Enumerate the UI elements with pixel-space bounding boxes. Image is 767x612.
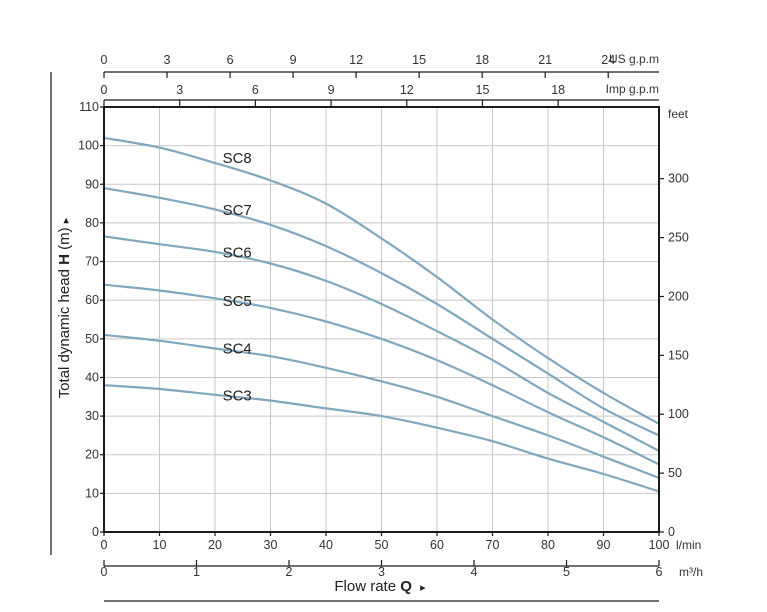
right-tick-label-50: 50 xyxy=(668,466,682,480)
right-tick-label-150: 150 xyxy=(668,348,689,362)
bottom-lmin-tick-label-70: 70 xyxy=(486,538,500,552)
bottom-m3h-unit: m³/h xyxy=(679,565,703,579)
x-axis-arrow: ▸ xyxy=(420,582,426,594)
series-line-sc7 xyxy=(102,187,661,437)
left-tick-label-40: 40 xyxy=(85,370,99,384)
curve-labels: SC8 SC7 SC6 SC5 SC4 SC3 xyxy=(223,150,252,405)
bottom-lmin-tick-label-30: 30 xyxy=(264,538,278,552)
series-label-sc8: SC8 xyxy=(223,150,252,167)
left-tick-label-20: 20 xyxy=(85,448,99,462)
series-line-sc6 xyxy=(102,235,661,452)
left-tick-label-30: 30 xyxy=(85,409,99,423)
top-impgpm-tick-label-18: 18 xyxy=(551,83,565,97)
grid xyxy=(104,107,659,532)
series-line-sc5 xyxy=(102,283,661,466)
right-tick-label-100: 100 xyxy=(668,407,689,421)
top-usgpm-tick-label-18: 18 xyxy=(475,53,489,67)
x-axis-title: Flow rate Q ▸ xyxy=(334,578,426,595)
left-tick-label-70: 70 xyxy=(85,255,99,269)
bottom-lmin-tick-label-100: 100 xyxy=(649,538,670,552)
bottom-lmin-tick-label-80: 80 xyxy=(541,538,555,552)
top-impgpm-tick-label-0: 0 xyxy=(101,83,108,97)
series-label-sc3: SC3 xyxy=(223,388,252,405)
right-tick-label-250: 250 xyxy=(668,231,689,245)
right-tick-label-0: 0 xyxy=(668,525,675,539)
top-usgpm-tick-label-12: 12 xyxy=(349,53,363,67)
bottom-m3h-tick-label-2: 2 xyxy=(286,565,293,579)
top-usgpm-tick-label-9: 9 xyxy=(290,53,297,67)
y-axis-arrow: ▸ xyxy=(60,217,72,223)
bottom-lmin-tick-label-10: 10 xyxy=(153,538,167,552)
top-usgpm-tick-label-24: 24 xyxy=(601,53,615,67)
bottom-m3h-tick-label-5: 5 xyxy=(563,565,570,579)
right-axis-unit: feet xyxy=(668,107,689,121)
y-axis-unit: (m) xyxy=(56,227,73,250)
bottom-m3h-tick-label-3: 3 xyxy=(378,565,385,579)
top-usgpm-tick-label-6: 6 xyxy=(227,53,234,67)
top-impgpm-tick-label-6: 6 xyxy=(252,83,259,97)
series-line-sc4 xyxy=(102,333,661,479)
left-tick-label-100: 100 xyxy=(78,139,99,153)
x-axis-symbol: Q xyxy=(400,578,412,595)
left-tick-label-90: 90 xyxy=(85,177,99,191)
top-usgpm-tick-label-0: 0 xyxy=(101,53,108,67)
bottom-lmin-unit: l/min xyxy=(676,538,701,552)
top-usgpm-tick-label-15: 15 xyxy=(412,53,426,67)
bottom-m3h-tick-label-0: 0 xyxy=(101,565,108,579)
series-label-sc6: SC6 xyxy=(223,245,252,262)
bottom-m3h-tick-label-1: 1 xyxy=(193,565,200,579)
left-tick-label-0: 0 xyxy=(92,525,99,539)
bottom-lmin-tick-label-0: 0 xyxy=(101,538,108,552)
left-tick-label-60: 60 xyxy=(85,293,99,307)
bottom-m3h-tick-label-4: 4 xyxy=(471,565,478,579)
top-impgpm-tick-label-9: 9 xyxy=(328,83,335,97)
axes: 0102030405060708090100110050100150200250… xyxy=(50,52,703,602)
top-impgpm-tick-label-15: 15 xyxy=(476,83,490,97)
bottom-lmin-tick-label-90: 90 xyxy=(597,538,611,552)
top-usgpm-tick-label-21: 21 xyxy=(538,53,552,67)
series-label-sc7: SC7 xyxy=(223,202,252,219)
left-tick-label-80: 80 xyxy=(85,216,99,230)
right-tick-label-200: 200 xyxy=(668,289,689,303)
top-impgpm-unit: Imp g.p.m xyxy=(606,82,659,96)
curves xyxy=(102,136,661,493)
y-axis-symbol: H xyxy=(56,254,73,265)
left-tick-label-110: 110 xyxy=(79,100,99,114)
x-axis-label: Flow rate xyxy=(334,578,396,595)
y-axis-label: Total dynamic head xyxy=(56,269,73,398)
top-usgpm-unit: US g.p.m xyxy=(609,52,659,66)
top-impgpm-tick-label-3: 3 xyxy=(176,83,183,97)
series-label-sc4: SC4 xyxy=(223,341,252,358)
top-impgpm-tick-label-12: 12 xyxy=(400,83,414,97)
series-line-sc3 xyxy=(102,384,661,493)
y-axis-title: Total dynamic head H (m) ▸ xyxy=(56,217,73,398)
top-usgpm-tick-label-3: 3 xyxy=(164,53,171,67)
bottom-m3h-tick-label-6: 6 xyxy=(656,565,663,579)
right-tick-label-300: 300 xyxy=(668,172,689,186)
series-line-sc8 xyxy=(102,136,661,425)
bottom-lmin-tick-label-40: 40 xyxy=(319,538,333,552)
bottom-lmin-tick-label-20: 20 xyxy=(208,538,222,552)
left-tick-label-10: 10 xyxy=(85,486,99,500)
left-tick-label-50: 50 xyxy=(85,332,99,346)
bottom-lmin-tick-label-50: 50 xyxy=(375,538,389,552)
series-label-sc5: SC5 xyxy=(223,293,252,310)
bottom-lmin-tick-label-60: 60 xyxy=(430,538,444,552)
